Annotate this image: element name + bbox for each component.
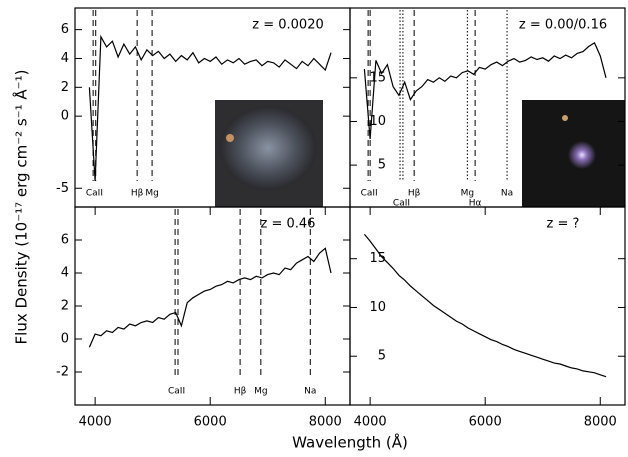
y-tick-label: 4	[61, 266, 69, 281]
y-tick-label: 6	[61, 233, 69, 248]
y-tick-label: -5	[56, 181, 69, 196]
redshift-label: z = 0.00/0.16	[519, 18, 607, 33]
x-tick-label: 4000	[79, 415, 112, 430]
y-tick-label: 4	[61, 51, 69, 66]
x-tick-label: 4000	[354, 415, 387, 430]
panel-frame	[74, 206, 351, 406]
x-tick-label: 8000	[309, 415, 342, 430]
inset-image	[215, 100, 323, 207]
line-label: Mg	[145, 189, 158, 199]
line-label: CaII	[393, 199, 410, 209]
y-tick-label: 2	[61, 299, 69, 314]
y-tick-label: 0	[61, 332, 69, 347]
redshift-label: z = 0.0020	[252, 18, 323, 33]
spectrum-line	[88, 247, 332, 348]
line-label: CaII	[168, 387, 185, 397]
x-axis-label: Wavelength (Å)	[292, 433, 408, 452]
y-tick-label: 6	[61, 22, 69, 37]
line-label: Hβ	[408, 189, 421, 199]
x-tick-label: 6000	[469, 415, 502, 430]
y-tick-label: 15	[369, 251, 386, 266]
x-tick-label: 6000	[194, 415, 227, 430]
y-axis-label: Flux Density (10⁻¹⁷ erg cm⁻² s⁻¹ Å⁻¹)	[12, 70, 31, 345]
line-label: Mg	[254, 387, 267, 397]
y-tick-label: 5	[378, 349, 386, 364]
spectrum-line	[363, 42, 607, 139]
y-tick-label: 15	[369, 70, 386, 85]
redshift-label: z = ?	[547, 217, 580, 232]
line-label: CaII	[86, 189, 103, 199]
y-tick-label: 5	[378, 158, 386, 173]
x-tick-label: 8000	[584, 415, 617, 430]
line-label: Na	[304, 387, 316, 397]
spectrum-line	[88, 34, 332, 182]
inset-image	[522, 100, 625, 207]
panel-frame	[349, 206, 626, 406]
y-tick-label: 2	[61, 80, 69, 95]
y-tick-label: 0	[61, 109, 69, 124]
y-tick-label: 10	[369, 114, 386, 129]
line-label: Hα	[469, 199, 482, 209]
line-label: Na	[501, 189, 513, 199]
redshift-label: z = 0.46	[261, 217, 316, 232]
y-tick-label: 10	[369, 300, 386, 315]
y-tick-label: -2	[56, 365, 69, 380]
line-label: Mg	[461, 189, 474, 199]
spectrum-line	[363, 233, 607, 378]
line-label: Hβ	[131, 189, 144, 199]
line-label: CaII	[361, 189, 378, 199]
line-label: Hβ	[234, 387, 247, 397]
